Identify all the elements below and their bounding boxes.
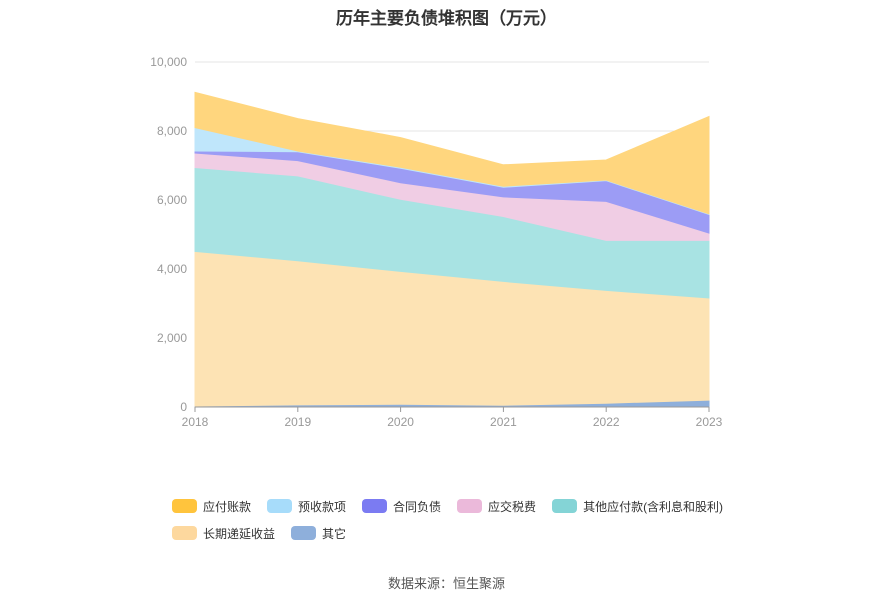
legend-item[interactable]: 应交税费 bbox=[457, 498, 536, 515]
x-tick-label: 2023 bbox=[696, 415, 723, 429]
legend-swatch bbox=[362, 499, 388, 513]
legend-swatch bbox=[291, 526, 317, 540]
legend-item[interactable]: 应付账款 bbox=[172, 498, 251, 515]
legend-label: 其它 bbox=[322, 526, 347, 541]
chart-title: 历年主要负债堆积图（万元） bbox=[336, 9, 557, 28]
series-layer bbox=[194, 91, 710, 408]
legend-swatch bbox=[267, 499, 293, 513]
legend-label: 应付账款 bbox=[203, 499, 252, 514]
area-series-应付账款 bbox=[194, 91, 710, 215]
legend-swatch bbox=[172, 499, 197, 513]
legend-item[interactable]: 其他应付款(含利息和股利) bbox=[552, 498, 723, 515]
legend-swatch bbox=[552, 499, 578, 513]
y-tick-label: 4,000 bbox=[157, 262, 187, 276]
legend-item[interactable]: 合同负债 bbox=[362, 498, 441, 515]
legend-item[interactable]: 长期递延收益 bbox=[172, 525, 275, 542]
legend-swatch bbox=[172, 526, 197, 540]
y-tick-label: 6,000 bbox=[157, 193, 187, 207]
legend-item[interactable]: 其它 bbox=[291, 525, 346, 542]
legend-row-1: 应付账款 预收款项 合同负债 应交税费 其他应付款(含利息和股利) bbox=[172, 495, 772, 517]
legend-item[interactable]: 预收款项 bbox=[267, 498, 346, 515]
legend-label: 应交税费 bbox=[488, 499, 537, 514]
y-tick-label: 2,000 bbox=[157, 331, 187, 345]
legend-label: 合同负债 bbox=[393, 499, 442, 514]
y-tick-label: 0 bbox=[180, 400, 187, 414]
x-tick-label: 2022 bbox=[593, 415, 620, 429]
y-tick-label: 8,000 bbox=[157, 124, 187, 138]
legend-label: 预收款项 bbox=[298, 499, 347, 514]
legend: 应付账款 预收款项 合同负债 应交税费 其他应付款(含利息和股利) 长期递延收益… bbox=[172, 495, 772, 549]
x-tick-label: 2021 bbox=[490, 415, 517, 429]
x-tick-label: 2020 bbox=[387, 415, 414, 429]
legend-label: 长期递延收益 bbox=[203, 526, 276, 541]
legend-swatch bbox=[457, 499, 483, 513]
y-tick-label: 10,000 bbox=[150, 55, 187, 69]
x-tick-label: 2018 bbox=[182, 415, 209, 429]
legend-row-2: 长期递延收益 其它 bbox=[172, 522, 772, 544]
axis-layer: 0 2,000 4,000 6,000 8,000 10,000 2018 2019 2020 2… bbox=[150, 55, 722, 429]
data-source-note: 数据来源：恒生聚源 bbox=[387, 576, 505, 591]
legend-label: 其他应付款(含利息和股利) bbox=[583, 499, 724, 514]
x-tick-label: 2019 bbox=[284, 415, 311, 429]
